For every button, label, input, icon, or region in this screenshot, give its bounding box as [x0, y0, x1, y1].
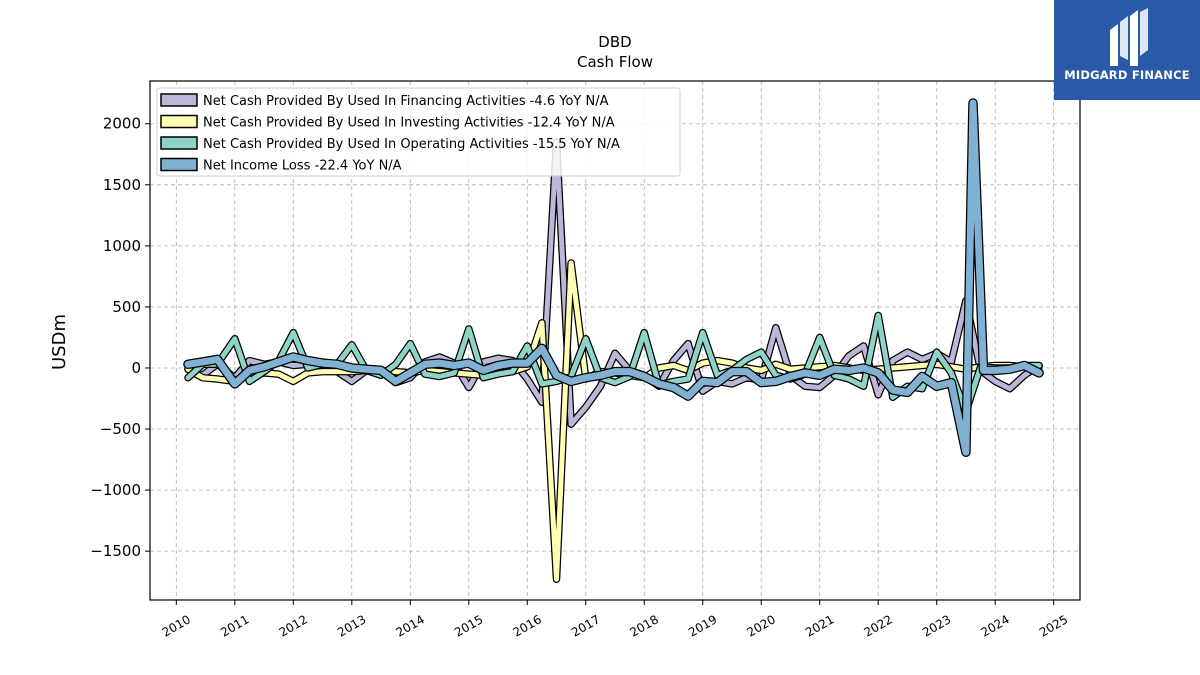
brand-logo: MIDGARD FINANCE: [1054, 0, 1200, 100]
x-tick-label: 2024: [978, 612, 1011, 639]
legend-swatch-3: [160, 136, 198, 150]
y-tick-label: −1000: [90, 481, 141, 499]
x-tick-label: 2018: [628, 612, 661, 639]
x-tick-label: 2021: [803, 612, 836, 639]
logo-text: MIDGARD FINANCE: [1064, 68, 1190, 82]
x-tick-label: 2016: [511, 612, 544, 639]
legend: Net Cash Provided By Used In Financing A…: [156, 87, 681, 177]
x-tick-label: 2013: [335, 612, 368, 639]
y-tick-label: 0: [131, 359, 141, 377]
y-tick-label: −500: [100, 420, 141, 438]
x-tick-label: 2014: [394, 612, 427, 639]
y-tick-label: 1000: [103, 237, 141, 255]
y-tick-label: 500: [112, 298, 141, 316]
x-tick-label: 2023: [920, 612, 953, 639]
x-tick-label: 2020: [744, 612, 777, 639]
x-tick-label: 2012: [277, 612, 310, 639]
legend-swatch-1: [160, 93, 198, 107]
legend-swatch-4: [160, 157, 198, 172]
x-tick-label: 2019: [686, 612, 719, 639]
series-outline-2: [184, 259, 1043, 583]
x-tick-label: 2022: [861, 612, 894, 639]
x-axis: 2010 2011 2012 2013 2014 2015 2016 2017 2018 2019…: [160, 600, 1070, 640]
legend-label-3: Net Cash Provided By Used In Operating A…: [203, 137, 620, 152]
chart-title: DBD: [598, 33, 631, 51]
logo-mark-icon: [1110, 8, 1148, 66]
y-tick-label: 2000: [103, 115, 141, 133]
y-axis-label: USDm: [49, 314, 70, 370]
chart-subtitle: Cash Flow: [577, 53, 653, 71]
plot-frame: [149, 80, 1081, 601]
series-line-2: [185, 260, 1042, 582]
y-tick-label: −1500: [90, 542, 141, 560]
x-tick-label: 2015: [452, 612, 485, 639]
legend-swatch-2: [160, 114, 198, 129]
legend-label-2: Net Cash Provided By Used In Investing A…: [203, 116, 615, 131]
legend-label-4: Net Income Loss -22.4 YoY N/A: [203, 159, 402, 174]
x-tick-label: 2011: [218, 612, 251, 639]
y-tick-label: 1500: [103, 176, 141, 194]
x-tick-label: 2025: [1037, 612, 1070, 639]
legend-label-1: Net Cash Provided By Used In Financing A…: [203, 94, 609, 109]
plot-series: [183, 98, 1044, 583]
x-tick-label: 2017: [569, 612, 602, 639]
x-tick-label: 2010: [160, 612, 193, 639]
y-axis: −1500 −1000 −500 0 500 1000 1500 2000: [90, 115, 150, 560]
series-line-4: [184, 99, 1043, 456]
legend-box: [156, 87, 681, 177]
